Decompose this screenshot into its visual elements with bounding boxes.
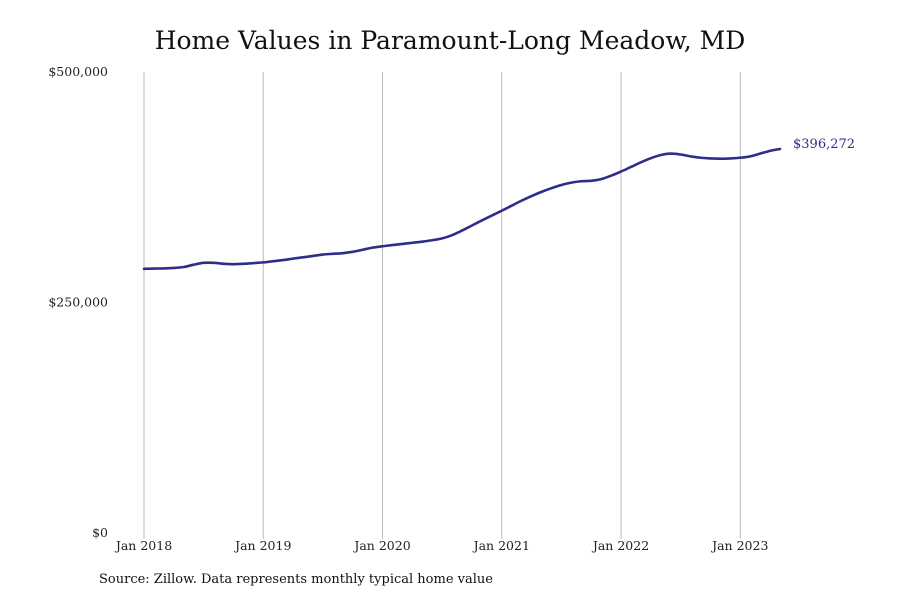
series-layer bbox=[142, 147, 782, 271]
y-tick-label: $250,000 bbox=[48, 295, 108, 310]
x-tick-label: Jan 2023 bbox=[710, 538, 768, 553]
chart-title: Home Values in Paramount-Long Meadow, MD bbox=[154, 26, 746, 55]
x-tick-label: Jan 2020 bbox=[352, 538, 410, 553]
x-tick-label: Jan 2019 bbox=[233, 538, 291, 553]
x-axis-ticks: Jan 2018 Jan 2019 Jan 2020 Jan 2021 Jan 2022… bbox=[114, 538, 769, 553]
x-tick-label: Jan 2022 bbox=[591, 538, 649, 553]
gridlines bbox=[143, 72, 741, 539]
y-tick-label: $500,000 bbox=[48, 64, 108, 79]
end-value-label: $396,272 bbox=[793, 137, 855, 152]
chart-source: Source: Zillow. Data represents monthly … bbox=[99, 572, 493, 587]
data-labels: $396,272 bbox=[793, 137, 855, 152]
series-line bbox=[142, 147, 782, 271]
x-tick-label: Jan 2018 bbox=[114, 538, 172, 553]
y-tick-label: $0 bbox=[92, 525, 108, 540]
y-axis-ticks: $0 $250,000 $500,000 bbox=[48, 64, 108, 540]
x-tick-label: Jan 2021 bbox=[472, 538, 530, 553]
